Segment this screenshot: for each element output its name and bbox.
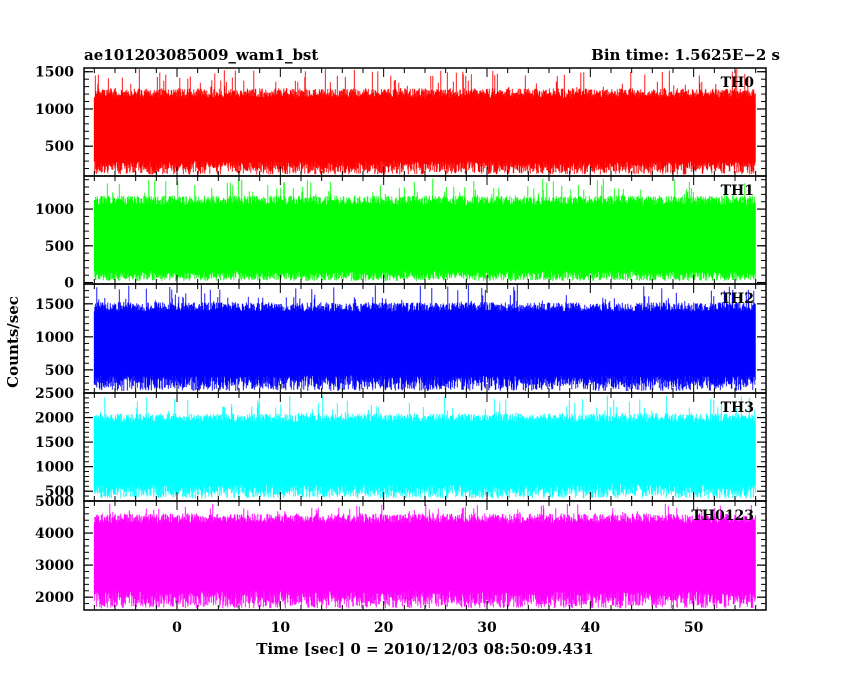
panel-label: TH0123 <box>691 508 754 524</box>
x-tick-label: 10 <box>271 620 291 636</box>
y-tick-label: 1500 <box>35 297 74 313</box>
y-tick-label: 500 <box>45 484 74 500</box>
panel-label: TH2 <box>721 291 754 307</box>
y-tick-label: 500 <box>45 239 74 255</box>
y-tick-label: 1000 <box>35 460 74 476</box>
y-axis-label: Counts/sec <box>4 296 22 388</box>
chart-title: ae101203085009_wam1_bst <box>84 46 318 64</box>
y-tick-label: 500 <box>45 363 74 379</box>
series-th1 <box>93 178 756 281</box>
x-axis-label: Time [sec] 0 = 2010/12/03 08:50:09.431 <box>256 640 593 658</box>
panel-th0: 500 1000 1500 TH0 <box>35 65 767 177</box>
panel-th3: 500 1000 1500 2000 2500 TH3 <box>35 386 767 502</box>
y-tick-label: 2000 <box>35 411 74 427</box>
y-tick-label: 2000 <box>35 590 74 606</box>
panel-label: TH3 <box>721 400 754 416</box>
panel-th2: 500 1000 1500 TH2 <box>35 283 767 394</box>
x-axis: 0 10 20 30 40 50 <box>172 620 704 636</box>
x-tick-label: 0 <box>172 620 182 636</box>
x-tick-label: 50 <box>684 620 704 636</box>
panel-th1: 0 500 1000 TH1 <box>35 175 767 292</box>
y-tick-label: 1000 <box>35 202 74 218</box>
y-tick-label: 3000 <box>35 558 74 574</box>
series-th3 <box>93 395 756 499</box>
series-th0 <box>93 69 756 175</box>
x-tick-label: 20 <box>374 620 394 636</box>
x-tick-label: 30 <box>477 620 497 636</box>
y-tick-label: 500 <box>45 139 74 155</box>
series-th0123 <box>93 503 756 609</box>
x-tick-label: 40 <box>581 620 601 636</box>
y-tick-label: 0 <box>64 276 74 292</box>
panel-th0123: 2000 3000 4000 5000 TH0123 <box>35 494 767 611</box>
series-th2 <box>93 285 756 391</box>
y-tick-label: 1500 <box>35 435 74 451</box>
y-tick-label: 1000 <box>35 102 74 118</box>
y-tick-label: 5000 <box>35 494 74 510</box>
y-tick-label: 1500 <box>35 65 74 81</box>
bin-time-label: Bin time: 1.5625E−2 s <box>591 46 780 64</box>
panel-label: TH1 <box>721 183 754 199</box>
panel-label: TH0 <box>721 75 755 91</box>
y-tick-label: 4000 <box>35 526 74 542</box>
y-tick-label: 2500 <box>35 386 74 402</box>
y-tick-label: 1000 <box>35 330 74 346</box>
